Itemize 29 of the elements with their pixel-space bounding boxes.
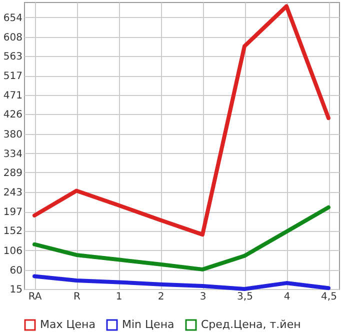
x-tick-label: 4 [284,292,290,302]
y-tick-label: 60 [10,265,22,276]
legend-label: Min Цена [122,318,174,331]
line-series [32,205,330,272]
x-tick-label: R [74,292,81,302]
y-tick-label: 106 [3,246,22,257]
legend-label: Сред.Цена, т.йен [201,318,301,331]
y-tick-label: 654 [3,12,22,24]
y-tick-label: 15 [10,284,22,296]
x-tick-label: 1 [116,292,122,302]
y-tick-label: 334 [3,148,22,160]
x-tick-label: 2 [158,292,164,302]
y-tick-label: 471 [3,90,22,102]
y-tick-label: 197 [3,207,22,218]
x-tick-label: RA [28,292,42,302]
y-tick-label: 517 [3,71,22,82]
legend-label: Max Цена [40,318,96,331]
x-tick-label: 3 [200,292,206,302]
line-series [32,274,330,291]
x-tick-label: 3,5 [237,292,253,302]
x-tick-label: 4,5 [321,292,337,302]
y-tick-label: 243 [3,188,22,199]
y-tick-label: 289 [3,168,22,179]
line-series [32,4,330,237]
y-tick-label: 426 [3,110,22,121]
y-tick-label: 608 [3,32,22,44]
y-tick-label: 563 [3,52,22,62]
y-tick-label: 152 [3,226,22,238]
y-tick-label: 380 [3,129,22,140]
